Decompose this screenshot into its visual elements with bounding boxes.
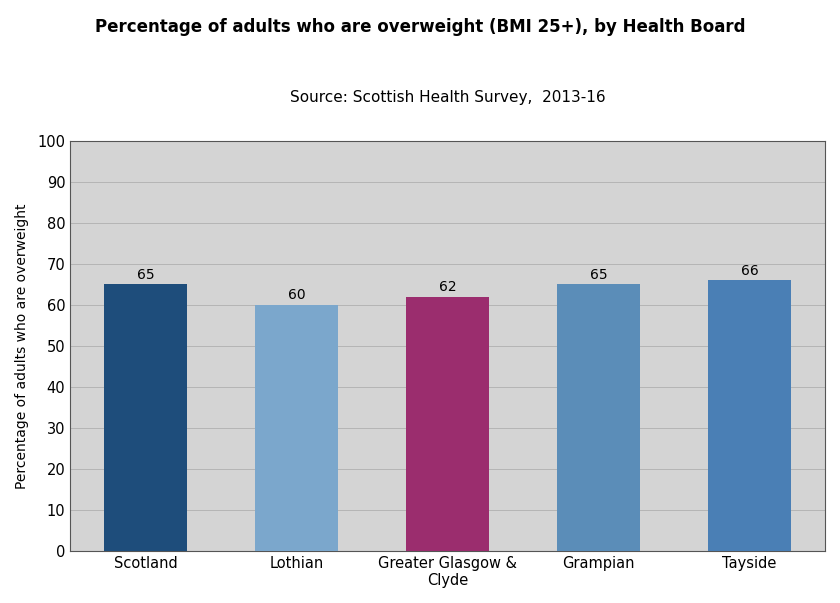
Bar bbox=[255, 305, 339, 551]
Text: 65: 65 bbox=[590, 268, 607, 282]
Bar bbox=[406, 297, 489, 551]
Title: Source: Scottish Health Survey,  2013-16: Source: Scottish Health Survey, 2013-16 bbox=[290, 90, 606, 105]
Text: Percentage of adults who are overweight (BMI 25+), by Health Board: Percentage of adults who are overweight … bbox=[95, 18, 745, 36]
Text: 62: 62 bbox=[438, 280, 456, 294]
Text: 60: 60 bbox=[288, 288, 306, 303]
Y-axis label: Percentage of adults who are overweight: Percentage of adults who are overweight bbox=[15, 203, 29, 488]
Bar bbox=[104, 285, 187, 551]
Bar bbox=[708, 280, 791, 551]
Text: 65: 65 bbox=[137, 268, 155, 282]
Bar bbox=[557, 285, 640, 551]
Text: 66: 66 bbox=[741, 264, 759, 278]
